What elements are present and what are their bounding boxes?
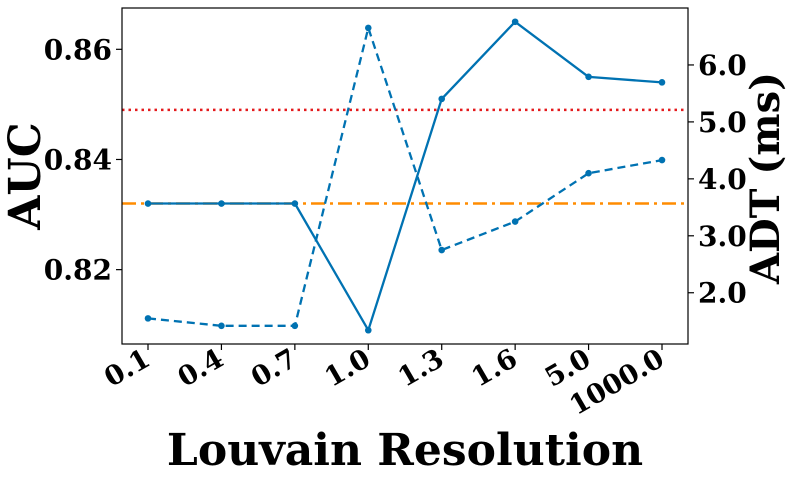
series-2-point-4 xyxy=(364,24,372,32)
y-tick-label-2: 0.84 xyxy=(44,143,112,176)
series-2-point-8 xyxy=(658,156,666,164)
y-axis-title: AUC xyxy=(0,122,51,231)
y2-tick-label-3: 4.0 xyxy=(698,163,747,196)
y2-tick-label-4: 5.0 xyxy=(698,106,747,139)
series-1-point-7 xyxy=(585,73,592,81)
series-2-line xyxy=(147,26,663,327)
series-1-point-3 xyxy=(291,200,299,207)
x-tick-label-6: 1.6 xyxy=(466,343,522,393)
series-2-point-5 xyxy=(438,246,446,254)
x-tick-label-1: 0.1 xyxy=(99,343,155,393)
x-axis-title: Louvain Resolution xyxy=(167,425,643,476)
y2-axis-title: ADT (ms) xyxy=(742,72,789,285)
series-2-point-7 xyxy=(585,169,592,177)
y2-tick-label-2: 3.0 xyxy=(698,220,747,253)
y-tick-label-1: 0.82 xyxy=(44,254,112,287)
plot-frame xyxy=(121,7,689,345)
x-tick-label-5: 1.3 xyxy=(393,343,449,393)
series-1-line xyxy=(148,20,663,332)
y-axis-left: 0.82 0.84 0.86 xyxy=(44,33,122,287)
series-1-point-1 xyxy=(144,200,152,207)
series-1-point-5 xyxy=(438,95,446,103)
series-layer xyxy=(144,18,666,334)
reference-lines xyxy=(122,108,688,205)
series-2-point-3 xyxy=(291,322,299,330)
series-2-point-2 xyxy=(218,322,225,330)
y-axis-right: 2.0 3.0 4.0 5.0 6.0 xyxy=(688,49,747,310)
series-2-point-6 xyxy=(511,218,519,225)
x-tick-label-2: 0.4 xyxy=(173,343,229,393)
series-1-point-4 xyxy=(364,326,372,334)
y-tick-label-3: 0.86 xyxy=(44,33,112,66)
x-tick-label-4: 1.0 xyxy=(320,343,376,393)
series-1-point-8 xyxy=(658,79,666,86)
x-tick-label-3: 0.7 xyxy=(246,343,302,393)
y2-tick-label-5: 6.0 xyxy=(698,49,747,82)
series-1-point-2 xyxy=(218,200,225,207)
series-2-point-1 xyxy=(144,315,152,322)
y2-tick-label-1: 2.0 xyxy=(698,277,747,310)
series-1-point-6 xyxy=(511,18,519,26)
